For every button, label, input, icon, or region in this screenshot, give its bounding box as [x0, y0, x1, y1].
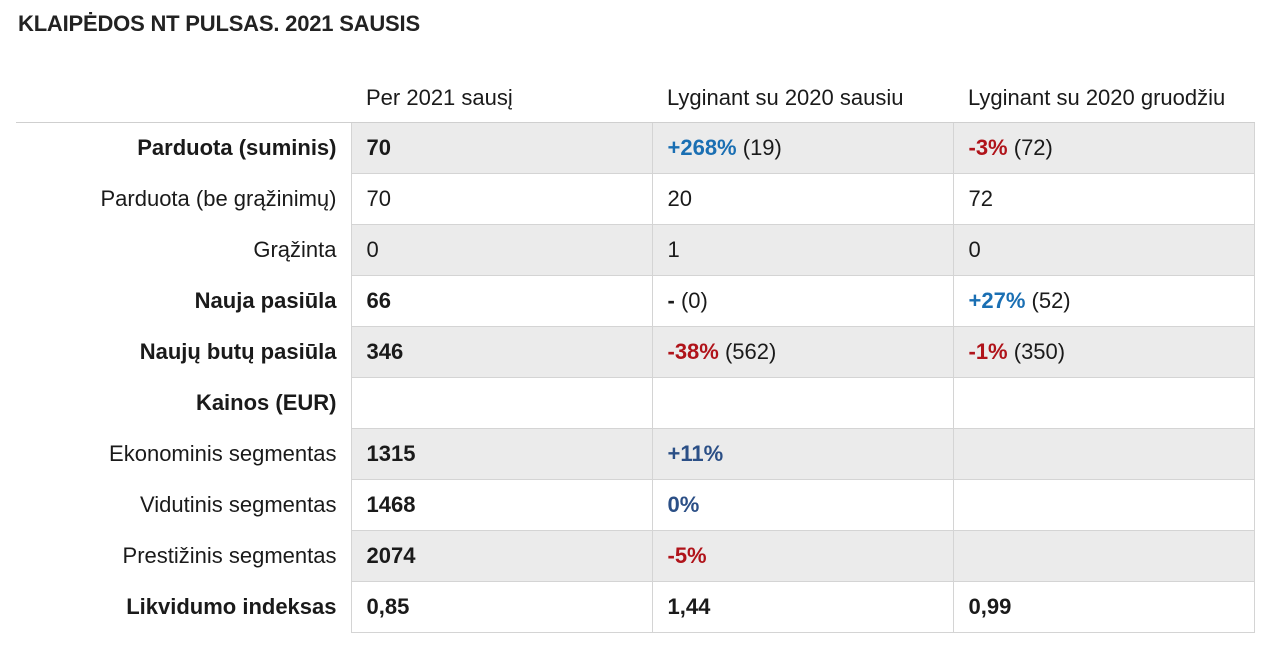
- header-vs-2020-gruodis: Lyginant su 2020 gruodžiu: [953, 73, 1254, 123]
- cell-value: 1,44: [651, 581, 954, 633]
- header-vs-2020-sausis: Lyginant su 2020 sausiu: [652, 73, 953, 123]
- change-percent: -1%: [968, 339, 1008, 364]
- cell-value: [952, 479, 1255, 531]
- change-percent: -5%: [667, 543, 707, 568]
- cell-value: [952, 377, 1255, 429]
- cell-value: [952, 530, 1255, 582]
- cell-comparison: - (0): [651, 275, 954, 327]
- cell-value: 20: [651, 173, 954, 225]
- cell-comparison: +11%: [651, 428, 954, 480]
- cell-value: 1315: [350, 428, 653, 480]
- header-corner: [16, 73, 351, 123]
- cell-value: 346: [350, 326, 653, 378]
- cell-value: [952, 428, 1255, 480]
- cell-value: 0: [350, 224, 653, 276]
- change-percent: -: [667, 288, 675, 313]
- cell-value: 0: [952, 224, 1255, 276]
- cell-value: 0,85: [350, 581, 653, 633]
- cell-value: 72: [952, 173, 1255, 225]
- prior-value: (52): [1025, 288, 1071, 313]
- row-label: Grąžinta: [16, 224, 351, 276]
- table-row: Likvidumo indeksas 0,85 1,44 0,99: [16, 581, 1255, 633]
- cell-value: 1: [651, 224, 954, 276]
- cell-comparison: -3% (72): [952, 122, 1255, 174]
- row-label: Vidutinis segmentas: [16, 479, 351, 531]
- row-label: Likvidumo indeksas: [16, 581, 351, 633]
- page-title: KLAIPĖDOS NT PULSAS. 2021 SAUSIS: [18, 11, 420, 36]
- cell-value: 2074: [350, 530, 653, 582]
- cell-comparison: -5%: [651, 530, 954, 582]
- row-label: Kainos (EUR): [16, 377, 351, 429]
- table-row: Kainos (EUR): [16, 377, 1255, 429]
- table-row: Naujų butų pasiūla 346 -38% (562) -1% (3…: [16, 326, 1255, 378]
- change-percent: +27%: [968, 288, 1026, 313]
- cell-value: 66: [350, 275, 653, 327]
- prior-value: (0): [674, 288, 708, 313]
- table-row: Parduota (be grąžinimų) 70 20 72: [16, 173, 1255, 225]
- row-label: Prestižinis segmentas: [16, 530, 351, 582]
- table-row: Grąžinta 0 1 0: [16, 224, 1255, 276]
- table-row: Ekonominis segmentas 1315 +11%: [16, 428, 1255, 480]
- table-row: Vidutinis segmentas 1468 0%: [16, 479, 1255, 531]
- prior-value: (19): [736, 135, 782, 160]
- cell-value: [350, 377, 653, 429]
- cell-comparison: -1% (350): [952, 326, 1255, 378]
- cell-value: 70: [350, 173, 653, 225]
- change-percent: 0%: [667, 492, 700, 517]
- table-row: Nauja pasiūla 66 - (0) +27% (52): [16, 275, 1255, 327]
- row-label: Nauja pasiūla: [16, 275, 351, 327]
- cell-value: 70: [350, 122, 653, 174]
- prior-value: (350): [1007, 339, 1066, 364]
- table-row: Parduota (suminis) 70 +268% (19) -3% (72…: [16, 122, 1255, 174]
- prior-value: (562): [718, 339, 777, 364]
- header-per-2021-sausis: Per 2021 sausį: [351, 73, 652, 123]
- cell-value: 1468: [350, 479, 653, 531]
- change-percent: +11%: [667, 441, 724, 466]
- cell-value: 0,99: [952, 581, 1255, 633]
- prior-value: (72): [1007, 135, 1053, 160]
- row-label: Naujų butų pasiūla: [16, 326, 351, 378]
- row-label: Ekonominis segmentas: [16, 428, 351, 480]
- change-percent: -3%: [968, 135, 1008, 160]
- change-percent: -38%: [667, 339, 719, 364]
- table-header-row: Per 2021 sausį Lyginant su 2020 sausiu L…: [16, 73, 1254, 123]
- row-label: Parduota (be grąžinimų): [16, 173, 351, 225]
- cell-comparison: +268% (19): [651, 122, 954, 174]
- stats-table: Per 2021 sausį Lyginant su 2020 sausiu L…: [16, 73, 1255, 633]
- table-row: Prestižinis segmentas 2074 -5%: [16, 530, 1255, 582]
- change-percent: +268%: [667, 135, 737, 160]
- cell-value: [651, 377, 954, 429]
- cell-comparison: 0%: [651, 479, 954, 531]
- row-label: Parduota (suminis): [16, 122, 351, 174]
- cell-comparison: +27% (52): [952, 275, 1255, 327]
- cell-comparison: -38% (562): [651, 326, 954, 378]
